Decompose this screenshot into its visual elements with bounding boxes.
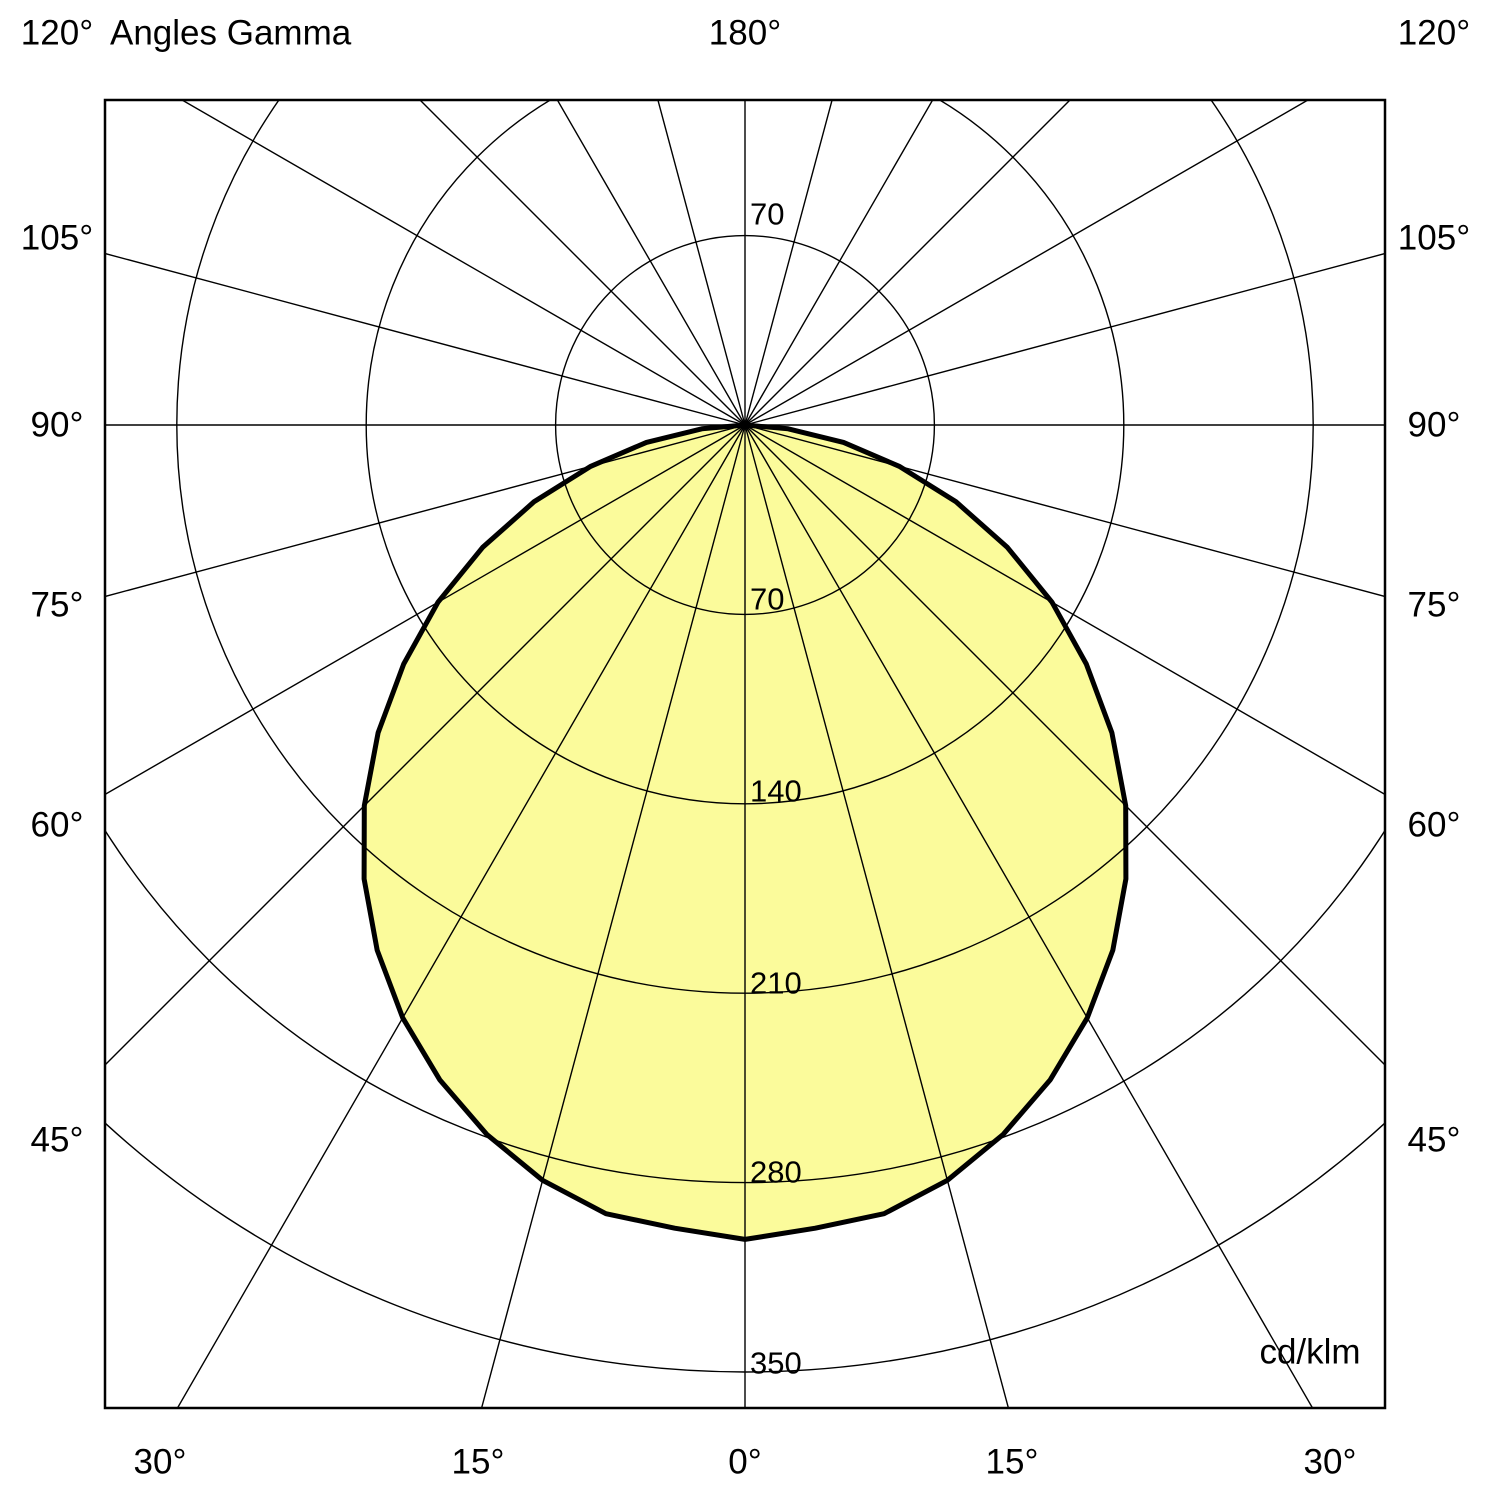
- gamma-axis-label-bottom-30l: 30°: [133, 1442, 187, 1482]
- gamma-axis-label-bottom-30r: 30°: [1303, 1442, 1357, 1482]
- gamma-axis-label-top-center: 180°: [708, 13, 782, 53]
- gamma-axis-label-left-45: 45°: [30, 1120, 84, 1160]
- gamma-axis-label-right-105: 105°: [1397, 218, 1471, 258]
- gamma-axis-label-left-60: 60°: [30, 805, 84, 845]
- gamma-axis-label-bottom-15l: 15°: [451, 1442, 505, 1482]
- gamma-axis-label-right-90: 90°: [1407, 405, 1461, 445]
- ring-value-label-140: 140: [750, 773, 802, 809]
- ring-value-label-350: 350: [750, 1345, 802, 1381]
- gamma-axis-label-right-45: 45°: [1407, 1120, 1461, 1160]
- gamma-axis-label-bottom-15r: 15°: [985, 1442, 1039, 1482]
- ring-value-label-upper-70: 70: [750, 196, 785, 232]
- ring-value-label-70: 70: [750, 581, 785, 617]
- gamma-axis-label-right-75: 75°: [1407, 585, 1461, 625]
- gamma-axis-label-right-60: 60°: [1407, 805, 1461, 845]
- unit-label: cd/klm: [1259, 1332, 1361, 1372]
- gamma-axis-label-top-right: 120°: [1397, 13, 1471, 53]
- gamma-axis-label-left-90: 90°: [30, 405, 84, 445]
- ring-value-label-280: 280: [750, 1154, 802, 1190]
- ring-value-label-210: 210: [750, 965, 802, 1001]
- gamma-axis-label-bottom-0: 0°: [728, 1442, 762, 1482]
- gamma-axis-label-top-left: 120°: [20, 13, 94, 53]
- chart-title: Angles Gamma: [110, 13, 352, 53]
- gamma-axis-label-left-105: 105°: [20, 218, 94, 258]
- gamma-axis-label-left-75: 75°: [30, 585, 84, 625]
